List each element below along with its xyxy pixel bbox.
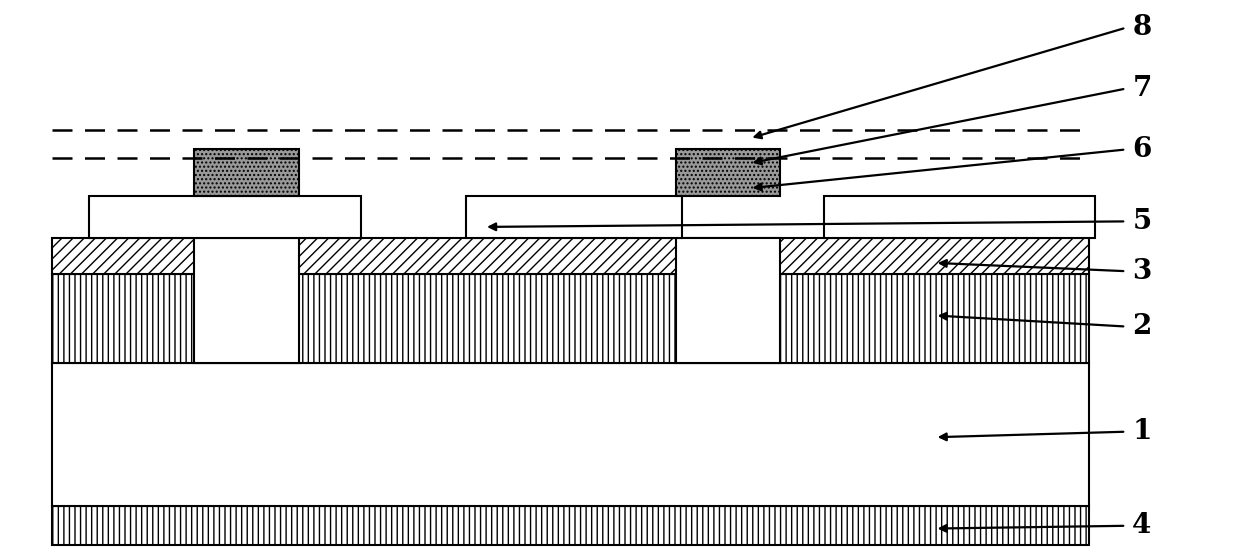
Text: 3: 3 xyxy=(1132,258,1152,285)
Text: 5: 5 xyxy=(1132,208,1152,235)
Text: 1: 1 xyxy=(1132,418,1152,445)
Bar xyxy=(52,238,1089,274)
Bar xyxy=(52,363,1089,506)
Text: 2: 2 xyxy=(1132,313,1152,340)
Bar xyxy=(823,196,1095,238)
Bar xyxy=(195,238,299,363)
Bar xyxy=(195,149,299,196)
Bar xyxy=(676,238,780,363)
Text: 4: 4 xyxy=(1132,512,1152,539)
Bar xyxy=(52,506,1089,545)
Text: 6: 6 xyxy=(1132,136,1152,163)
Bar xyxy=(676,149,780,196)
Bar xyxy=(52,274,1089,363)
Bar xyxy=(466,196,682,238)
Text: 7: 7 xyxy=(1132,75,1152,102)
Bar xyxy=(89,196,361,238)
Text: 8: 8 xyxy=(1132,14,1152,41)
